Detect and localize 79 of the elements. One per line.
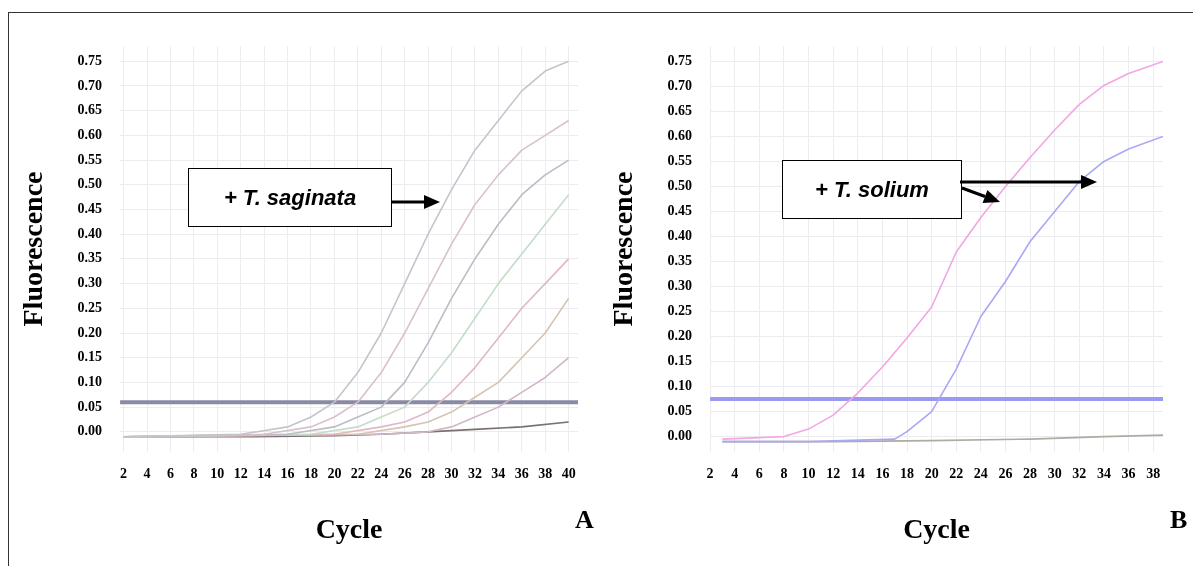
y-tick-label: 0.00: [667, 428, 693, 444]
y-tick-label: 0.45: [667, 203, 693, 219]
x-tick-label: 32: [467, 465, 482, 481]
x-tick-label: 20: [924, 465, 939, 481]
y-tick-label: 0.20: [667, 328, 693, 344]
x-tick-label: 34: [491, 465, 506, 481]
x-tick-label: 16: [875, 465, 890, 481]
y-tick-label: 0.35: [77, 250, 103, 266]
y-axis-title: Fluorescence: [17, 171, 49, 327]
y-tick-label: 0.70: [77, 77, 103, 93]
y-tick-label: 0.00: [77, 423, 103, 439]
y-tick-label: 0.40: [77, 225, 103, 241]
y-tick-label: 0.20: [77, 324, 103, 340]
x-tick-label: 20: [327, 465, 342, 481]
x-tick-label: 36: [1121, 465, 1136, 481]
y-tick-label: 0.05: [667, 403, 693, 419]
y-tick-label: 0.60: [667, 128, 693, 144]
y-tick-label: 0.40: [667, 228, 693, 244]
x-tick-label: 32: [1072, 465, 1087, 481]
label-box: + T. solium: [782, 160, 962, 219]
x-tick-label: 22: [949, 465, 964, 481]
x-tick-label: 12: [233, 465, 248, 481]
x-tick-label: 10: [210, 465, 225, 481]
x-tick-label: 2: [706, 465, 714, 481]
x-tick-label: 16: [280, 465, 295, 481]
x-tick-label: 6: [166, 465, 174, 481]
y-tick-label: 0.35: [667, 253, 693, 269]
x-tick-label: 10: [801, 465, 816, 481]
y-tick-label: 0.05: [77, 398, 103, 414]
y-tick-label: 0.65: [77, 102, 103, 118]
text: B: [1170, 505, 1188, 535]
y-tick-label: 0.65: [667, 103, 693, 119]
x-tick-label: 36: [514, 465, 529, 481]
x-tick-label: 24: [973, 465, 988, 481]
y-tick-label: 0.30: [77, 275, 103, 291]
text: A: [575, 505, 594, 535]
x-axis-title: Cycle: [315, 513, 383, 545]
x-axis-title: Cycle: [903, 513, 970, 545]
y-axis-title: Fluorescence: [607, 171, 639, 327]
x-tick-label: 6: [755, 465, 763, 481]
y-tick-label: 0.15: [667, 353, 693, 369]
y-tick-label: 0.55: [667, 153, 693, 169]
x-tick-label: 38: [1146, 465, 1161, 481]
x-tick-label: 24: [374, 465, 389, 481]
y-tick-label: 0.50: [667, 178, 693, 194]
x-tick-label: 14: [850, 465, 865, 481]
x-tick-label: 2: [120, 465, 128, 481]
x-tick-label: 40: [561, 465, 576, 481]
y-tick-label: 0.25: [667, 303, 693, 319]
x-tick-label: 14: [257, 465, 272, 481]
y-tick-label: 0.60: [77, 126, 103, 142]
x-tick-label: 26: [998, 465, 1013, 481]
x-tick-label: 12: [826, 465, 841, 481]
y-tick-label: 0.70: [667, 78, 693, 94]
y-tick-label: 0.15: [77, 349, 103, 365]
x-tick-label: 18: [900, 465, 915, 481]
x-tick-label: 18: [303, 465, 318, 481]
x-tick-label: 4: [143, 465, 151, 481]
x-tick-label: 30: [1047, 465, 1062, 481]
x-tick-label: 8: [190, 465, 198, 481]
x-tick-label: 8: [780, 465, 788, 481]
x-tick-label: 28: [421, 465, 436, 481]
y-tick-label: 0.75: [77, 52, 103, 68]
y-tick-label: 0.75: [667, 53, 693, 69]
x-tick-label: 34: [1096, 465, 1111, 481]
x-tick-label: 4: [731, 465, 739, 481]
y-tick-label: 0.10: [77, 374, 103, 390]
y-tick-label: 0.45: [77, 201, 103, 217]
y-tick-label: 0.50: [77, 176, 103, 192]
label-box: + T. saginata: [188, 168, 392, 227]
x-tick-label: 30: [444, 465, 459, 481]
x-tick-label: 28: [1023, 465, 1038, 481]
y-tick-label: 0.25: [77, 299, 103, 315]
y-tick-label: 0.10: [667, 378, 693, 394]
x-tick-label: 22: [350, 465, 365, 481]
x-tick-label: 26: [397, 465, 412, 481]
x-tick-label: 38: [538, 465, 553, 481]
y-tick-label: 0.55: [77, 151, 103, 167]
y-tick-label: 0.30: [667, 278, 693, 294]
